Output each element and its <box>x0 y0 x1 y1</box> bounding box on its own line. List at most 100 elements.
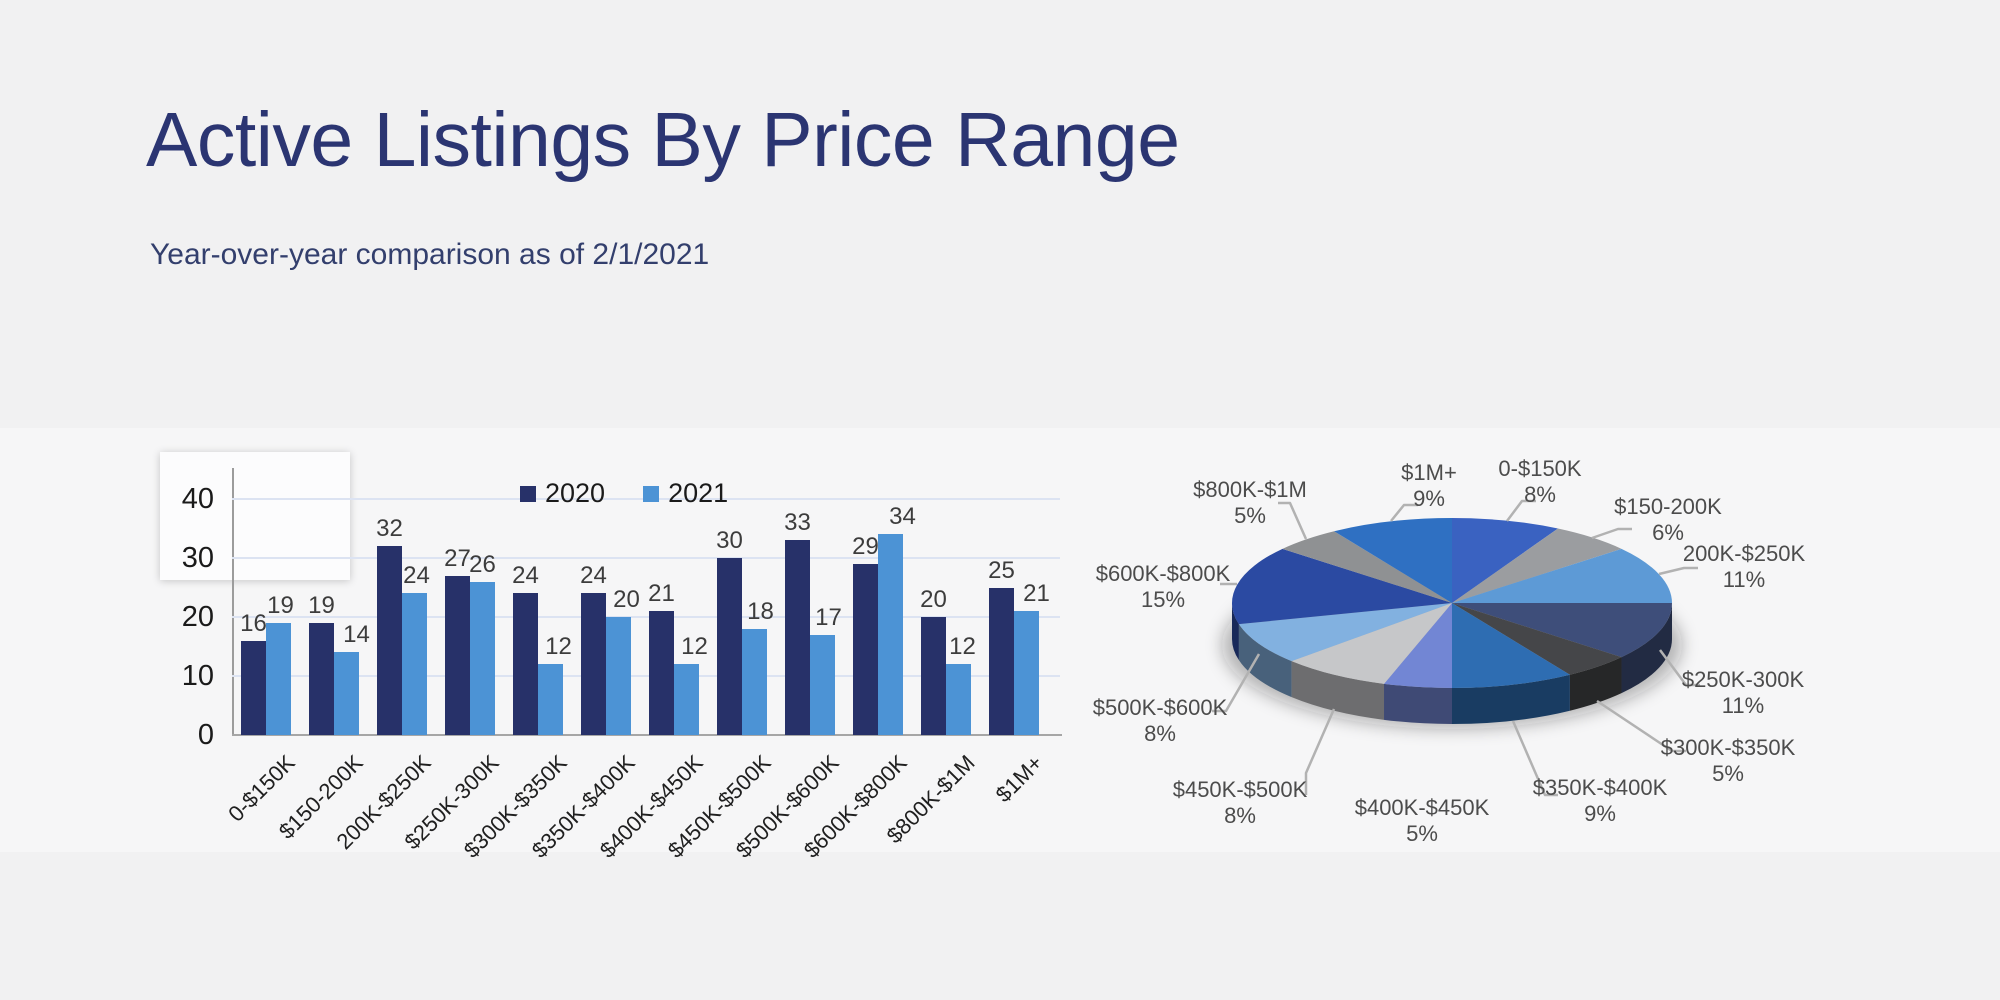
bar-2021-6 <box>674 664 699 735</box>
pie-leader-0-$150K <box>1506 499 1536 522</box>
bar-value-label: 25 <box>988 556 1015 584</box>
pie-slice-$1M+ <box>1334 518 1452 603</box>
pie-label-range: $600K-$800K <box>1095 561 1231 586</box>
pie-label-range: $350K-$400K <box>1532 775 1668 800</box>
gridline-10 <box>232 675 1060 677</box>
pie-label-percent: 9% <box>1413 486 1445 511</box>
gridline-20 <box>232 616 1060 618</box>
bar-value-label: 12 <box>949 633 976 661</box>
pie-slice-side-$300K-$350K <box>1569 657 1622 711</box>
pie-label-percent: 6% <box>1652 520 1684 545</box>
pie-label-percent: 5% <box>1406 821 1438 846</box>
bar-2021-8 <box>810 634 835 735</box>
bar-2020-4 <box>513 593 538 735</box>
bar-value-label: 29 <box>852 532 879 560</box>
pie-label-range: $300K-$350K <box>1660 735 1796 760</box>
bar-2021-0 <box>266 622 291 735</box>
pie-label-range: $500K-$600K <box>1092 695 1228 720</box>
bar-2021-1 <box>334 652 359 735</box>
bar-value-label: 24 <box>580 562 607 590</box>
pie-label-percent: 11% <box>1721 693 1765 718</box>
pie-slice-$500K-$600K <box>1238 603 1452 662</box>
bar-2020-5 <box>581 593 606 735</box>
legend-label-2020: 2020 <box>545 478 606 508</box>
bar-2021-7 <box>742 628 767 735</box>
pie-label-percent: 5% <box>1712 761 1744 786</box>
y-axis-label: 20 <box>181 601 214 633</box>
pie-slice-$800K-$1M <box>1282 531 1452 603</box>
bar-value-label: 27 <box>444 544 471 572</box>
pie-label-percent: 8% <box>1224 803 1256 828</box>
bar-value-label: 14 <box>343 621 370 649</box>
pie-label-percent: 5% <box>1234 503 1266 528</box>
bar-value-label: 17 <box>815 603 842 631</box>
bar-2020-2 <box>377 546 402 735</box>
bar-2021-4 <box>538 664 563 735</box>
pie-slice-side-$250K-300K <box>1621 603 1672 694</box>
pie-label-$500K-$600K: $500K-$600K 8% <box>1093 695 1228 747</box>
pie-3d-graphic <box>1212 499 1700 797</box>
pie-label-$1M+: $1M+ 9% <box>1401 460 1457 512</box>
pie-slice-side-$450K-$500K <box>1291 661 1385 720</box>
bar-2020-7 <box>717 558 742 735</box>
bar-chart: 0 10 20 30 40 2020 2021 16 19 0-$150K 19 14 $150-200… <box>150 460 1100 863</box>
bar-value-label: 19 <box>267 591 294 619</box>
bar-2020-6 <box>649 611 674 735</box>
pie-slice-$600K-$800K <box>1232 548 1452 625</box>
bar-value-label: 19 <box>308 591 335 619</box>
pie-label-range: $450K-$500K <box>1172 777 1308 802</box>
bar-value-label: 18 <box>747 597 774 625</box>
bar-value-label: 24 <box>403 562 430 590</box>
pie-leader-$500K-$600K <box>1212 653 1261 713</box>
y-axis-label: 10 <box>181 660 214 692</box>
pie-label-$250K-300K: $250K-300K 11% <box>1682 667 1804 719</box>
legend-swatch-2020 <box>520 485 536 502</box>
bar-value-label: 26 <box>469 550 496 578</box>
pie-label-range: 0-$150K <box>1498 456 1582 481</box>
pie-label-$400K-$450K: $400K-$450K 5% <box>1355 795 1490 847</box>
bar-2020-11 <box>989 587 1014 735</box>
y-axis-label: 0 <box>197 719 214 751</box>
pie-slice-side-$400K-$450K <box>1384 683 1452 724</box>
pie-label-range: 200K-$250K <box>1682 541 1806 566</box>
bar-value-label: 21 <box>1023 580 1050 608</box>
bar-2021-11 <box>1014 611 1039 735</box>
bar-value-label: 33 <box>784 509 811 537</box>
bar-value-label: 12 <box>545 633 572 661</box>
pie-chart: 0-$150K 8% $150-200K 6% 200K-$250K 11% $250K-3… <box>1093 355 1880 855</box>
bar-value-label: 16 <box>240 609 267 637</box>
bar-2021-10 <box>946 664 971 735</box>
pie-slice-side-$350K-$400K <box>1452 674 1570 724</box>
pie-leader-$800K-$1M <box>1278 501 1308 540</box>
bar-2020-9 <box>853 563 878 735</box>
bar-value-label: 30 <box>716 527 743 554</box>
x-axis-line <box>232 734 1062 736</box>
pie-leader-200K-$250K <box>1658 566 1698 576</box>
pie-label-$350K-$400K: $350K-$400K 9% <box>1533 775 1668 827</box>
legend: 2020 2021 <box>520 478 728 509</box>
pie-label-$800K-$1M: $800K-$1M 5% <box>1193 477 1307 529</box>
bar-value-label: 12 <box>681 633 708 661</box>
pie-slice-200K-$250K <box>1452 548 1672 603</box>
bar-2021-2 <box>402 593 427 735</box>
pie-label-$150-200K: $150-200K 6% <box>1614 494 1722 546</box>
bar-value-label: 20 <box>920 586 947 613</box>
bar-2021-9 <box>878 534 903 735</box>
pie-slice-$250K-300K <box>1452 603 1672 658</box>
pie-label-200K-$250K: 200K-$250K 11% <box>1683 541 1805 593</box>
pie-leader-$150-200K <box>1591 527 1632 540</box>
legend-label-2021: 2021 <box>668 478 729 508</box>
pie-slice-side-$500K-$600K <box>1238 624 1292 698</box>
bar-2021-3 <box>470 581 495 735</box>
bar-value-label: 24 <box>512 562 539 590</box>
pie-label-range: $400K-$450K <box>1354 795 1490 820</box>
pie-label-percent: 15% <box>1140 587 1186 612</box>
pie-label-percent: 11% <box>1722 567 1766 592</box>
bar-2021-5 <box>606 617 631 735</box>
pie-slice-$350K-$400K <box>1452 603 1570 688</box>
bar-2020-10 <box>921 617 946 735</box>
bar-value-label: 20 <box>613 586 640 613</box>
pie-label-$600K-$800K: $600K-$800K 15% <box>1096 561 1231 613</box>
y-axis-label: 40 <box>181 483 214 515</box>
pie-slice-$300K-$350K <box>1452 603 1622 675</box>
